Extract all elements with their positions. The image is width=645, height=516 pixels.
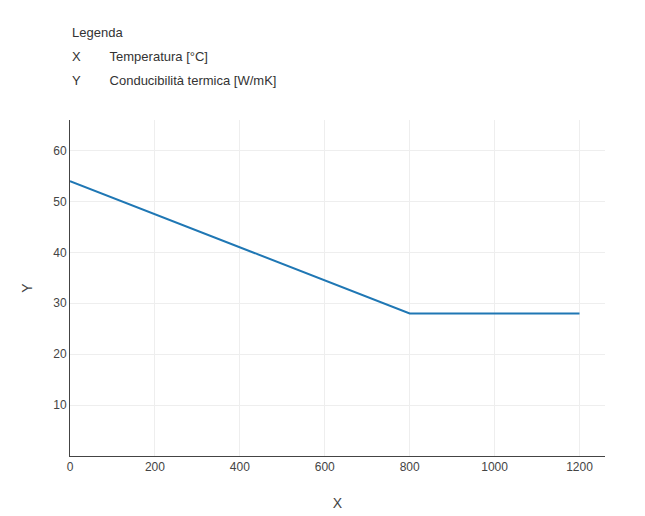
svg-text:Legenda: Legenda <box>72 25 123 40</box>
svg-text:1200: 1200 <box>566 460 593 474</box>
svg-text:Y: Y <box>19 283 35 293</box>
svg-text:20: 20 <box>53 347 67 361</box>
svg-text:Y Conducibilità termica: Y Conducibilità termica [W/mK] <box>72 73 276 88</box>
svg-text:200: 200 <box>145 460 165 474</box>
svg-text:600: 600 <box>315 460 335 474</box>
svg-text:60: 60 <box>53 144 67 158</box>
svg-text:0: 0 <box>67 460 74 474</box>
svg-text:X Temperatura [°C]: X Temperatura [°C] <box>72 49 208 64</box>
svg-text:50: 50 <box>53 195 67 209</box>
svg-text:40: 40 <box>53 246 67 260</box>
svg-text:1000: 1000 <box>481 460 508 474</box>
svg-text:400: 400 <box>230 460 250 474</box>
svg-text:10: 10 <box>53 398 67 412</box>
svg-text:800: 800 <box>400 460 420 474</box>
svg-text:X: X <box>333 495 343 511</box>
svg-text:30: 30 <box>53 296 67 310</box>
